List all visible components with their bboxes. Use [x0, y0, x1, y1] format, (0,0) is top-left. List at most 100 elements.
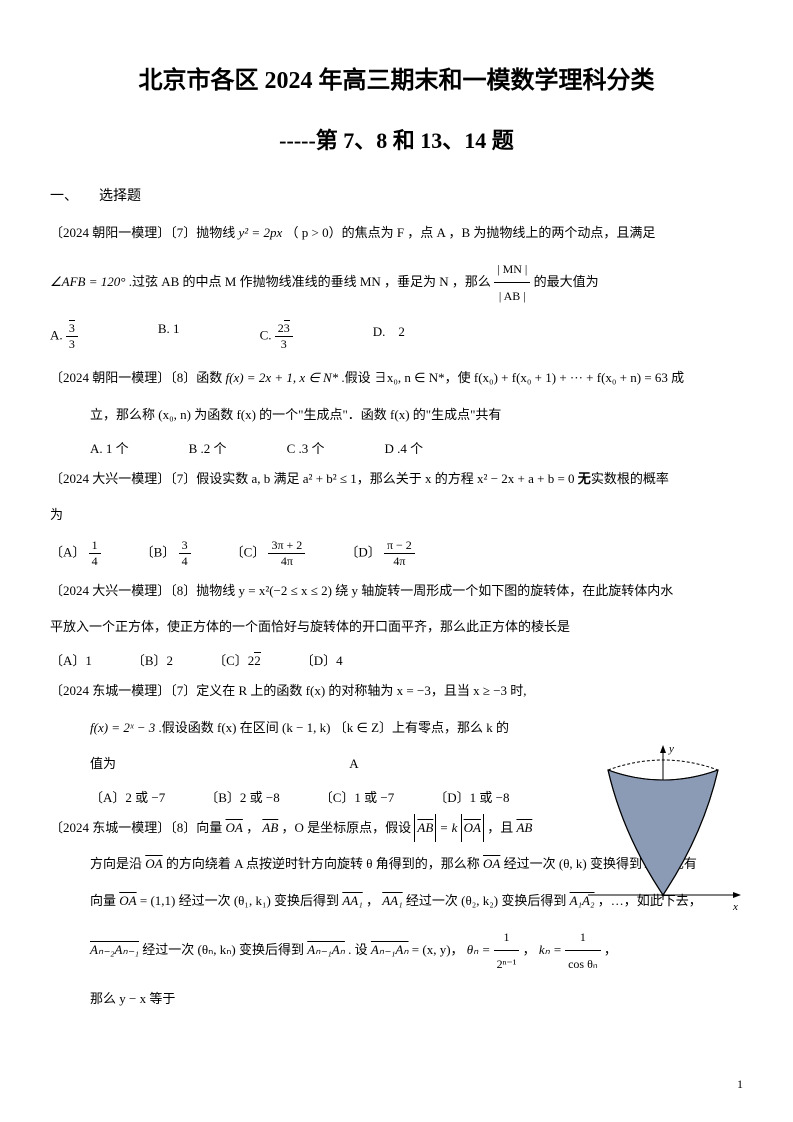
- q1-equation: y² = 2px: [239, 225, 283, 240]
- q3-options: 〔A〕 14 〔B〕 34 〔C〕 3π + 24π 〔D〕 π − 24π: [50, 538, 743, 569]
- q3-opt-d-den: 4π: [384, 554, 415, 569]
- q3-opt-c-label: 〔C〕: [231, 544, 266, 559]
- q3-suffix: 实数根的概率: [591, 471, 669, 486]
- q5-options: 〔A〕2 或 −7 〔B〕2 或 −8 〔C〕1 或 −7 〔D〕1 或 −8: [50, 787, 560, 806]
- q6-l3d: 经过一次 (θ₂, k₂) 变换后得到: [406, 893, 570, 908]
- q3-opt-b-den: 4: [179, 554, 191, 569]
- q1-angle: ∠AFB = 120°: [50, 273, 125, 288]
- q3-opt-a: 〔A〕 14: [50, 538, 101, 569]
- q3-opt-b: 〔B〕 34: [141, 538, 191, 569]
- q1-opt-d: D. 2: [373, 321, 405, 352]
- q1-opt-a-den: 3: [66, 337, 78, 352]
- q1-opt-c: C. 23 3: [260, 321, 293, 352]
- question-6-line4: Aₙ₋₂Aₙ₋₁ 经过一次 (θₙ, kₙ) 变换后得到 Aₙ₋₁Aₙ . 设 …: [50, 924, 743, 978]
- q6-ab1: AB: [262, 820, 278, 835]
- q3-opt-a-num: 1: [89, 538, 101, 554]
- q6-mid3: ，且: [487, 820, 516, 835]
- parabola-svg: y x: [583, 740, 743, 920]
- q6-l4d1: ，: [523, 941, 536, 956]
- page-number: 1: [737, 1077, 743, 1092]
- q6-l3b: = (1,1) 经过一次 (θ₁, k₁) 变换后得到: [140, 893, 342, 908]
- question-5: 〔2024 东城一模理〕〔7〕定义在 R 上的函数 f(x) 的对称轴为 x =…: [50, 677, 560, 706]
- q5-answer-marker: A: [349, 756, 358, 771]
- q4-opt-c: 〔C〕22: [213, 650, 261, 669]
- q6-seg3: Aₙ₋₁Aₙ: [371, 941, 409, 956]
- q6-theta-num: 1: [494, 924, 520, 951]
- q3-opt-b-num: 3: [179, 538, 191, 554]
- q2-opt-b: B .2 个: [189, 438, 227, 457]
- q6-theta-label: θₙ =: [467, 941, 494, 956]
- main-title: 北京市各区 2024 年高三期末和一模数学理科分类: [50, 60, 743, 95]
- question-1-line2: ∠AFB = 120° .过弦 AB 的中点 M 作抛物线准线的垂线 MN ，垂…: [50, 256, 743, 310]
- q2-opt-c: C .3 个: [287, 438, 325, 457]
- q6-l2b: 的方向绕着 A 点按逆时针方向旋转 θ 角得到的，那么称: [166, 856, 483, 871]
- q6-k-den: cos θₙ: [565, 951, 601, 977]
- x-axis-label: x: [732, 901, 738, 913]
- q6-l3a: 向量: [90, 893, 119, 908]
- q6-theta-den: 2ⁿ⁻¹: [494, 951, 520, 977]
- q6-l4b: . 设: [348, 941, 371, 956]
- q1-prefix: 〔2024 朝阳一模理〕〔7〕抛物线: [50, 225, 239, 240]
- q1-opt-b: B. 1: [158, 321, 180, 352]
- q6-oa3: OA: [145, 856, 162, 871]
- q5-func: f(x) = 2ˣ − 3: [90, 720, 155, 735]
- question-3-line2: 为: [50, 501, 743, 530]
- q1-condition: （ p > 0）的焦点为 F ，点 A ，B 为抛物线上的两个动点，且满足: [285, 225, 655, 240]
- q5-opt-b: 〔B〕2 或 −8: [205, 787, 280, 806]
- q1-frac-den: | AB |: [494, 283, 530, 309]
- q6-seg1: Aₙ₋₂Aₙ₋₁: [90, 941, 139, 956]
- q1-opt-c-label: C.: [260, 328, 272, 343]
- q3-opt-c-num: 3π + 2: [268, 538, 305, 554]
- sub-title: -----第 7、8 和 13、14 题: [50, 123, 743, 155]
- question-5-line3: 值为 A: [50, 750, 560, 779]
- question-2-line2: 立，那么称 (x₀, n) 为函数 f(x) 的一个"生成点"．函数 f(x) …: [50, 401, 743, 430]
- q4-opt-d: 〔D〕4: [301, 650, 343, 669]
- q4-opt-a: 〔A〕1: [50, 650, 92, 669]
- q1-opt-a-label: A.: [50, 328, 63, 343]
- q1-fraction: | MN | | AB |: [494, 256, 530, 310]
- q6-aa1: AA₁: [342, 893, 362, 908]
- q6-ab-abs: AB: [417, 820, 433, 835]
- q6-k-label: kₙ =: [539, 941, 565, 956]
- q2-prefix: 〔2024 朝阳一模理〕〔8〕函数: [50, 370, 226, 385]
- q3-no: 无: [578, 471, 591, 486]
- q6-mid1: ，: [246, 820, 259, 835]
- q6-prefix: 〔2024 东城一模理〕〔8〕向量: [50, 820, 226, 835]
- q6-eq: = k: [440, 820, 458, 835]
- q6-oa1: OA: [226, 820, 243, 835]
- q6-oa-abs: OA: [464, 820, 481, 835]
- q6-aa1-2: AA₁: [382, 893, 402, 908]
- q6-l3c: ，: [366, 893, 379, 908]
- q2-opt-a: A. 1 个: [90, 438, 129, 457]
- q6-l4d2: ，: [604, 941, 617, 956]
- q1-text-c: 的最大值为: [534, 273, 599, 288]
- q1-frac-num: | MN |: [494, 256, 530, 283]
- question-4-line2: 平放入一个正方体，使正方体的一个面恰好与旋转体的开口面平齐，那么此正方体的棱长是: [50, 613, 743, 642]
- question-5-line2: f(x) = 2ˣ − 3 .假设函数 f(x) 在区间 (k − 1, k) …: [50, 714, 560, 743]
- q3-prefix: 〔2024 大兴一模理〕〔7〕假设实数 a, b 满足 a² + b² ≤ 1，…: [50, 471, 578, 486]
- q5-text-b: .假设函数 f(x) 在区间 (k − 1, k) 〔k ∈ Z〕上有零点，那么…: [159, 720, 510, 735]
- q3-opt-c-den: 4π: [268, 554, 305, 569]
- q6-seg2: Aₙ₋₁Aₙ: [307, 941, 345, 956]
- q3-opt-a-den: 4: [89, 554, 101, 569]
- q6-ab2: AB: [516, 820, 532, 835]
- q1-opt-a: A. 3 3: [50, 321, 78, 352]
- q4-opt-b: 〔B〕2: [132, 650, 173, 669]
- q1-text-b: .过弦 AB 的中点 M 作抛物线准线的垂线 MN ，垂足为 N ，那么: [129, 273, 494, 288]
- q1-opt-c-den: 3: [275, 337, 293, 352]
- y-axis-label: y: [668, 743, 674, 755]
- q3-opt-d-num: π − 2: [384, 538, 415, 554]
- question-3: 〔2024 大兴一模理〕〔7〕假设实数 a, b 满足 a² + b² ≤ 1，…: [50, 465, 743, 494]
- q6-k-num: 1: [565, 924, 601, 951]
- section-heading: 一、 选择题: [50, 185, 743, 205]
- q2-options: A. 1 个 B .2 个 C .3 个 D .4 个: [50, 438, 743, 457]
- q3-opt-a-label: 〔A〕: [50, 544, 85, 559]
- q6-mid2: ，O 是坐标原点，假设: [282, 820, 415, 835]
- q6-l4a: 经过一次 (θₙ, kₙ) 变换后得到: [142, 941, 307, 956]
- question-6-line5: 那么 y − x 等于: [50, 985, 743, 1014]
- question-2: 〔2024 朝阳一模理〕〔8〕函数 f(x) = 2x + 1, x ∈ N* …: [50, 364, 743, 393]
- q3-opt-d: 〔D〕 π − 24π: [345, 538, 414, 569]
- q4-options: 〔A〕1 〔B〕2 〔C〕22 〔D〕4: [50, 650, 743, 669]
- q3-opt-b-label: 〔B〕: [141, 544, 176, 559]
- q2-mid: .假设 ∃x₀, n ∈ N*，使 f(x₀) + f(x₀ + 1) + ··…: [341, 370, 684, 385]
